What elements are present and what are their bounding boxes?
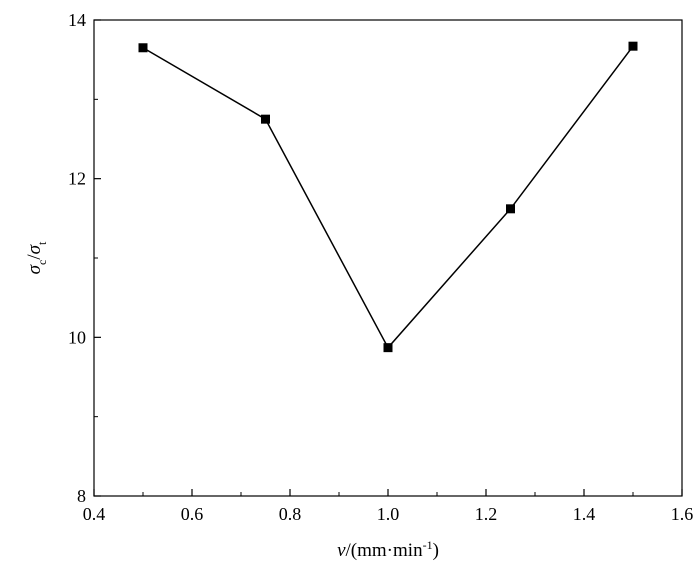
y-tick-label: 14 <box>68 10 86 30</box>
data-point <box>506 204 515 214</box>
x-tick-label: 0.6 <box>181 504 204 524</box>
y-tick-label: 10 <box>68 327 86 347</box>
tick-marks <box>93 19 683 497</box>
series-line <box>142 45 634 349</box>
data-point <box>628 41 638 51</box>
x-tick-label: 1.6 <box>671 504 694 524</box>
plot-frame <box>93 19 683 497</box>
x-tick-label: 0.4 <box>83 504 106 524</box>
y-tick-label: 8 <box>77 486 86 506</box>
x-tick-label: 1.0 <box>377 504 400 524</box>
y-axis-label: σc/σt <box>24 241 49 274</box>
x-tick-label: 0.8 <box>279 504 302 524</box>
y-tick-label: 12 <box>68 169 86 189</box>
tick-labels: 0.4 0.6 0.8 1.0 1.2 1.4 1.6 8 10 12 14 <box>68 10 693 524</box>
x-axis-label: v/(mm·min-1) <box>337 538 439 561</box>
data-point <box>261 114 270 124</box>
data-point <box>138 43 148 53</box>
x-tick-label: 1.4 <box>573 504 596 524</box>
data-point <box>383 343 393 353</box>
x-tick-label: 1.2 <box>475 504 498 524</box>
data-series <box>138 41 638 353</box>
